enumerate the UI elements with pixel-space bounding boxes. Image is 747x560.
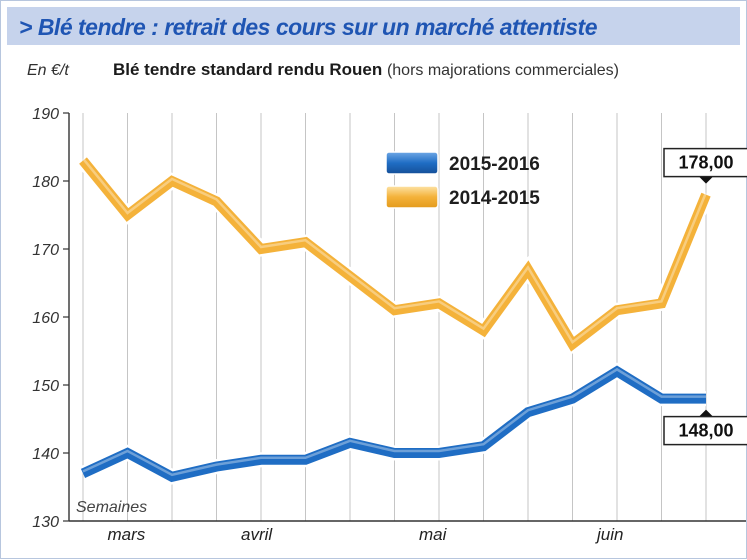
legend-swatch [385, 185, 439, 209]
subtitle-note: (hors majorations commerciales) [386, 62, 619, 79]
series-highlight-2014-2015 [82, 157, 708, 345]
series [77, 155, 713, 485]
title-banner: > Blé tendre : retrait des cours sur un … [7, 7, 740, 45]
x-month-label: mars [108, 525, 146, 544]
series-line-2015-2016 [80, 365, 706, 483]
value-callout-label: 178,00 [678, 153, 733, 173]
y-tick-label: 130 [32, 514, 59, 531]
legend-label: 2014-2015 [449, 188, 540, 209]
axes: 130 140 150 160 170 180 190 mars avril mai juin Sem… [32, 106, 746, 544]
y-tick-label: 160 [32, 310, 59, 327]
chart-subtitle: Blé tendre standard rendu Rouen (hors ma… [113, 60, 619, 80]
value-callout-box [663, 415, 747, 446]
x-month-label: mai [419, 525, 448, 544]
y-tick-label: 170 [32, 242, 59, 259]
x-month-label: avril [241, 525, 273, 544]
value-callout-label: 148,00 [678, 421, 733, 441]
subtitle-main: Blé tendre standard rendu Rouen [113, 60, 383, 79]
y-axis-unit: En €/t [27, 62, 69, 79]
chart-headline: > Blé tendre : retrait des cours sur un … [19, 14, 598, 40]
callout-pointer [699, 176, 713, 184]
y-tick-label: 140 [32, 446, 59, 463]
legend-label: 2015-2016 [449, 154, 540, 175]
legend: 2015-2016 2014-2015 [385, 151, 540, 209]
end-labels: 178,00 148,00 [663, 147, 747, 446]
series-highlight-2015-2016 [82, 367, 706, 477]
callout-pointer [699, 409, 713, 417]
y-tick-label: 180 [32, 174, 59, 191]
y-tick-label: 190 [32, 106, 59, 123]
series-line-2014-2015 [79, 157, 711, 352]
value-callout-box [663, 147, 747, 178]
y-tick-label: 150 [32, 378, 59, 395]
x-axis-label: Semaines [76, 499, 147, 516]
x-month-label: juin [595, 525, 623, 544]
legend-swatch [385, 151, 439, 175]
